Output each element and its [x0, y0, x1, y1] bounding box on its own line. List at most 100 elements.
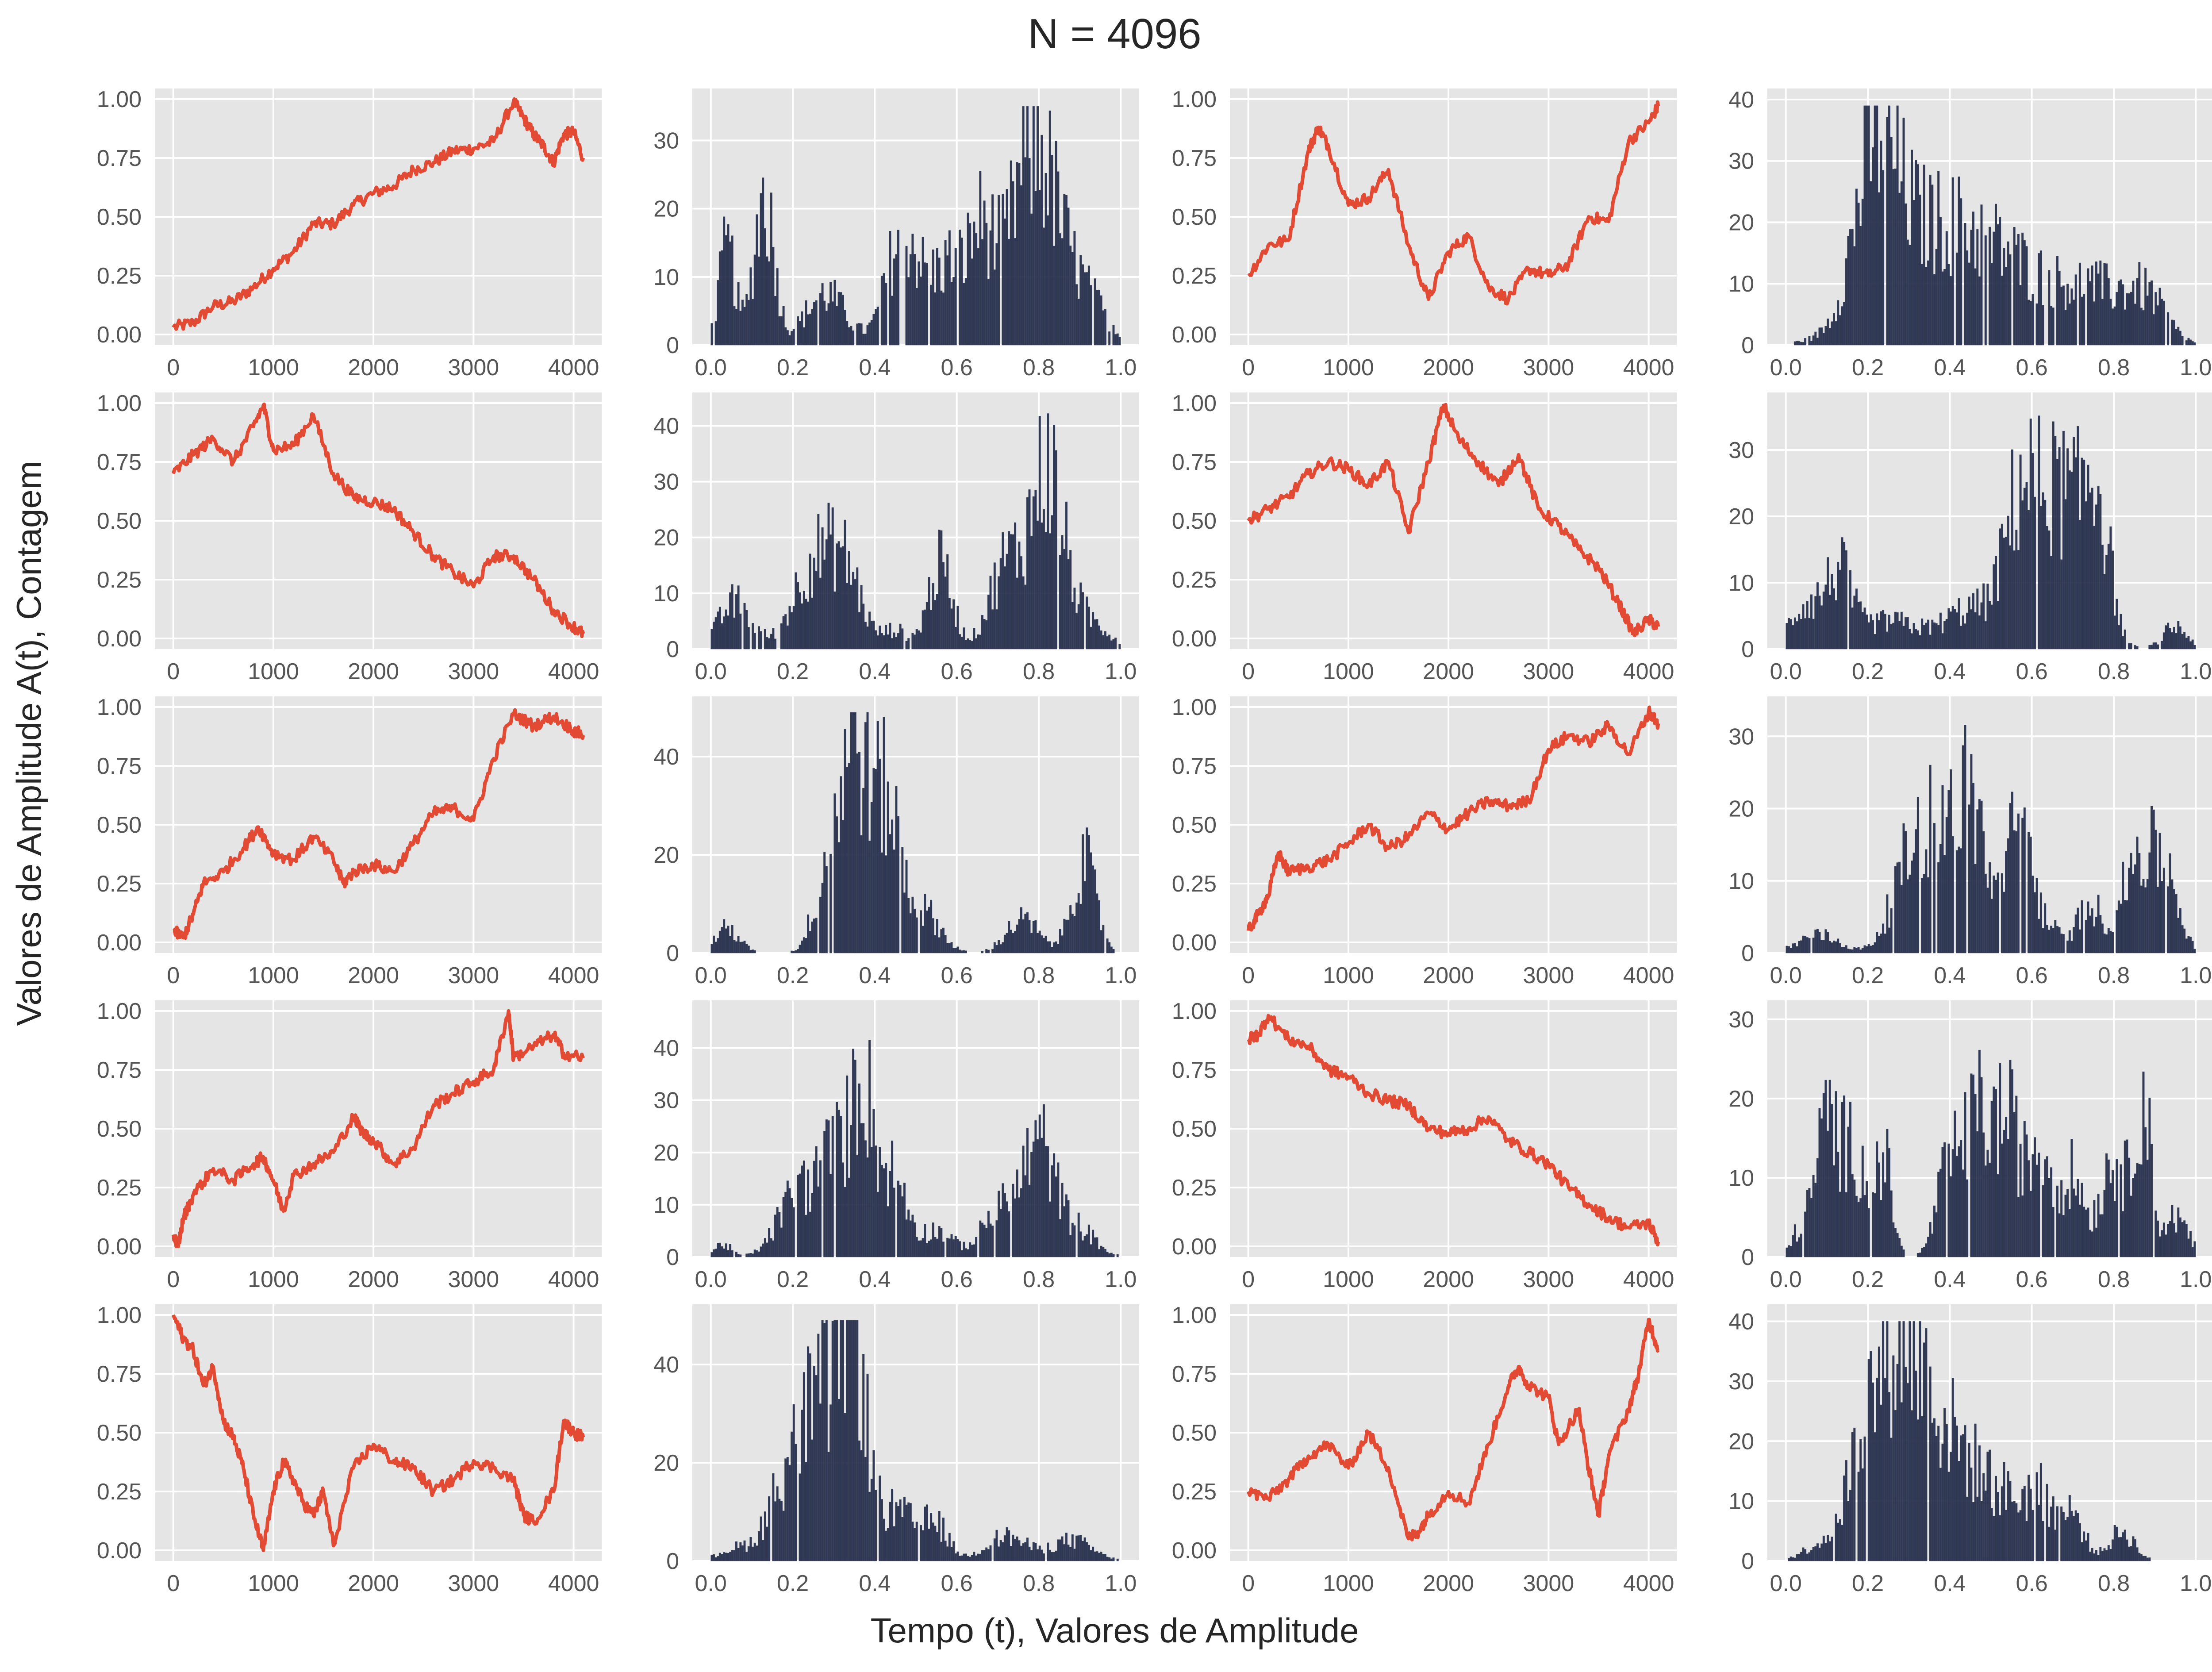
hist-bar	[924, 1224, 926, 1257]
hist-bar	[2148, 852, 2151, 953]
hist-bar	[930, 284, 933, 346]
hist-bar	[1994, 1089, 1997, 1257]
hist-bar	[2113, 1525, 2116, 1561]
x-tick-label: 1000	[248, 659, 299, 684]
series-line	[171, 402, 585, 638]
hist-bar	[905, 1219, 908, 1257]
hist-bar	[837, 1110, 840, 1257]
hist-bar	[1071, 1222, 1074, 1257]
hist-bar	[2007, 515, 2009, 650]
hist-bar	[942, 1242, 945, 1257]
hist-bar	[893, 849, 895, 953]
hist-bar	[1116, 1558, 1119, 1561]
hist-bar	[778, 1499, 781, 1561]
hist-bar	[2144, 268, 2147, 346]
hist-bar	[1069, 550, 1072, 650]
hist-bar	[2078, 1523, 2081, 1561]
hist-bar	[1069, 246, 1072, 346]
hist-bar	[1964, 623, 1966, 650]
hist-bar	[909, 913, 912, 953]
hist-bar	[1816, 338, 1819, 346]
hist-bar	[1804, 618, 1807, 650]
hist-bar	[1100, 295, 1102, 346]
hist-bar	[2189, 1231, 2192, 1257]
hist-bar	[1972, 1502, 1974, 1561]
hist-bar	[870, 1147, 873, 1257]
hist-bar	[1090, 1244, 1092, 1257]
y-tick-label: 0	[1741, 1549, 1754, 1574]
hist-bar	[811, 1193, 814, 1257]
hist-bar	[753, 633, 756, 650]
hist-bar	[725, 609, 727, 650]
hist-bar	[743, 307, 746, 346]
hist-bar	[922, 926, 924, 953]
hist-bar	[1055, 1176, 1057, 1257]
hist-bar	[1002, 942, 1004, 953]
hist-bar	[1047, 215, 1049, 346]
hist-bar	[846, 583, 849, 650]
hist-bar	[725, 235, 727, 346]
x-tick-label: 0.6	[2016, 1267, 2048, 1292]
hist-bar	[914, 634, 916, 650]
hist-bar	[971, 1245, 973, 1257]
hist-bar	[1997, 224, 1999, 346]
hist-bar	[1978, 799, 1981, 953]
hist-bar	[1916, 797, 1919, 953]
hist-bar	[911, 234, 914, 346]
hist-bar	[1083, 1537, 1086, 1561]
y-tick-label: 0.50	[97, 508, 142, 534]
hist-bar	[1898, 861, 1901, 953]
hist-bar	[1919, 1321, 1921, 1561]
hist-bar	[866, 325, 869, 346]
x-tick-label: 1.0	[2180, 659, 2212, 684]
hist-bar	[1861, 1145, 1864, 1257]
x-tick-label: 0.4	[859, 963, 891, 988]
hist-bar	[2019, 285, 2022, 346]
hist-bar	[841, 294, 844, 346]
hist-bar	[1032, 496, 1035, 650]
hist-bar	[1910, 150, 1913, 346]
y-tick-label: 0.25	[1172, 871, 1217, 897]
hist-bar	[717, 1556, 719, 1561]
hist-bar	[930, 1513, 933, 1561]
hist-bar	[971, 1555, 973, 1561]
hist-bar	[942, 1518, 945, 1561]
hist-bar	[1016, 162, 1018, 346]
hist-bar	[932, 583, 934, 650]
hist-bar	[837, 842, 840, 953]
hist-bar	[2015, 1095, 2018, 1257]
hist-bar	[1010, 160, 1012, 346]
x-tick-label: 4000	[548, 1267, 599, 1292]
hist-bar	[870, 319, 873, 346]
x-tick-label: 0.8	[2098, 659, 2130, 684]
y-tick-label: 30	[653, 1088, 679, 1114]
hist-bar	[1012, 933, 1014, 953]
hist-bar	[918, 261, 920, 346]
hist-bar	[1888, 1392, 1890, 1561]
hist-bar	[2025, 246, 2028, 346]
x-tick-label: 0.6	[941, 963, 973, 988]
x-tick-label: 0.6	[2016, 1571, 2048, 1596]
hist-bar	[880, 852, 883, 953]
y-tick-label: 0.00	[1172, 1538, 1217, 1564]
hist-bar	[836, 1102, 838, 1257]
hist-bar	[2109, 1183, 2112, 1257]
hist-bar	[1108, 942, 1111, 953]
y-tick-label: 0.00	[97, 1538, 142, 1564]
hist-bar	[918, 1240, 920, 1257]
hist-bar	[989, 1223, 992, 1257]
hist-bar	[2165, 1234, 2167, 1257]
hist-bar	[848, 551, 850, 650]
hist-bar	[2062, 1215, 2065, 1257]
hist-bar	[1960, 848, 1962, 953]
hist-bar	[1048, 1201, 1051, 1257]
hist-bar	[729, 936, 732, 953]
hist-bar	[868, 1491, 871, 1561]
hist-bar	[1925, 1243, 1928, 1257]
hist-bar	[2167, 312, 2170, 346]
hist-bar	[1053, 942, 1056, 953]
hist-bar	[1096, 893, 1098, 953]
hist-bar	[1867, 1208, 1870, 1257]
hist-bar	[2003, 1130, 2005, 1257]
